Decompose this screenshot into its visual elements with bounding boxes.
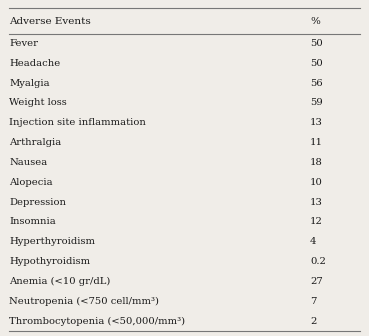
Text: 13: 13 bbox=[310, 118, 323, 127]
Text: 0.2: 0.2 bbox=[310, 257, 326, 266]
Text: 27: 27 bbox=[310, 277, 323, 286]
Text: 4: 4 bbox=[310, 237, 317, 246]
Text: Weight loss: Weight loss bbox=[9, 98, 67, 108]
Text: Fever: Fever bbox=[9, 39, 38, 48]
Text: 59: 59 bbox=[310, 98, 323, 108]
Text: 50: 50 bbox=[310, 39, 323, 48]
Text: 50: 50 bbox=[310, 59, 323, 68]
Text: Adverse Events: Adverse Events bbox=[9, 16, 91, 26]
Text: 11: 11 bbox=[310, 138, 323, 147]
Text: Anemia (<10 gr/dL): Anemia (<10 gr/dL) bbox=[9, 277, 111, 286]
Text: Nausea: Nausea bbox=[9, 158, 48, 167]
Text: Insomnia: Insomnia bbox=[9, 217, 56, 226]
Text: Arthralgia: Arthralgia bbox=[9, 138, 62, 147]
Text: 10: 10 bbox=[310, 178, 323, 187]
Text: Hypothyroidism: Hypothyroidism bbox=[9, 257, 90, 266]
Text: Depression: Depression bbox=[9, 198, 66, 207]
Text: 13: 13 bbox=[310, 198, 323, 207]
Text: Hyperthyroidism: Hyperthyroidism bbox=[9, 237, 95, 246]
Text: Myalgia: Myalgia bbox=[9, 79, 50, 88]
Text: Injection site inflammation: Injection site inflammation bbox=[9, 118, 146, 127]
Text: %: % bbox=[310, 16, 320, 26]
Text: 2: 2 bbox=[310, 317, 316, 326]
Text: 7: 7 bbox=[310, 297, 316, 306]
Text: Neutropenia (<750 cell/mm³): Neutropenia (<750 cell/mm³) bbox=[9, 297, 159, 306]
Text: Headache: Headache bbox=[9, 59, 61, 68]
Text: 18: 18 bbox=[310, 158, 323, 167]
Text: 12: 12 bbox=[310, 217, 323, 226]
Text: Thrombocytopenia (<50,000/mm³): Thrombocytopenia (<50,000/mm³) bbox=[9, 317, 185, 326]
Text: Alopecia: Alopecia bbox=[9, 178, 53, 187]
Text: 56: 56 bbox=[310, 79, 323, 88]
